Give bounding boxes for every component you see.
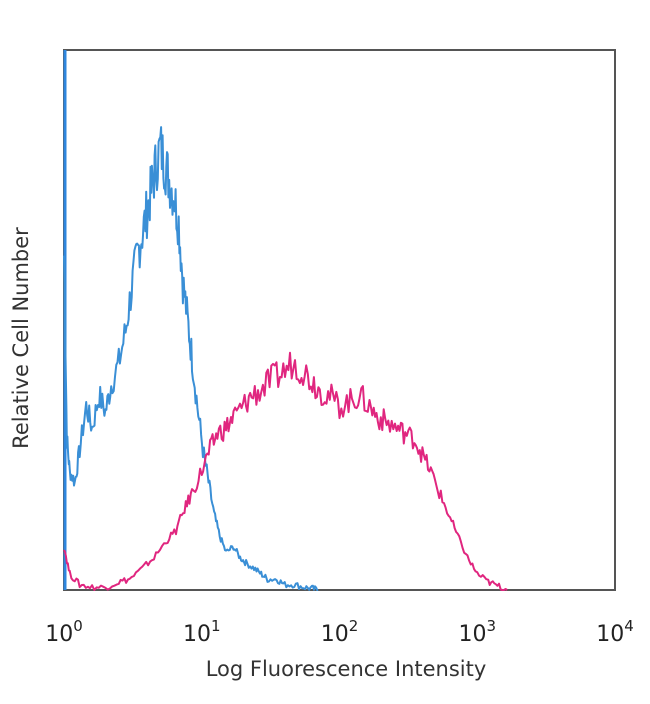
y-axis-label: Relative Cell Number bbox=[9, 227, 33, 449]
x-tick-label-4: 104 bbox=[596, 617, 634, 647]
x-tick-exponent: 1 bbox=[211, 617, 221, 635]
x-tick-exponent: 0 bbox=[73, 617, 83, 635]
x-tick-exponent: 4 bbox=[624, 617, 634, 635]
series-layer bbox=[63, 126, 508, 591]
x-tick-base: 10 bbox=[596, 622, 624, 647]
x-tick-base: 10 bbox=[321, 622, 349, 647]
x-tick-label-0: 100 bbox=[45, 617, 83, 647]
x-tick-exponent: 2 bbox=[349, 617, 359, 635]
x-tick-label-2: 102 bbox=[321, 617, 359, 647]
x-tick-exponent: 3 bbox=[487, 617, 497, 635]
x-tick-label-3: 103 bbox=[459, 617, 497, 647]
x-tick-base: 10 bbox=[45, 622, 73, 647]
histogram-series-1 bbox=[63, 126, 319, 591]
histogram-series-2 bbox=[63, 351, 508, 591]
x-tick-labels: 100 101 102 103 104 bbox=[45, 617, 634, 647]
plot-frame bbox=[63, 49, 616, 591]
x-tick-base: 10 bbox=[183, 622, 211, 647]
x-axis-label: Log Fluorescence Intensity bbox=[206, 657, 487, 681]
x-tick-base: 10 bbox=[459, 622, 487, 647]
x-tick-label-1: 101 bbox=[183, 617, 221, 647]
